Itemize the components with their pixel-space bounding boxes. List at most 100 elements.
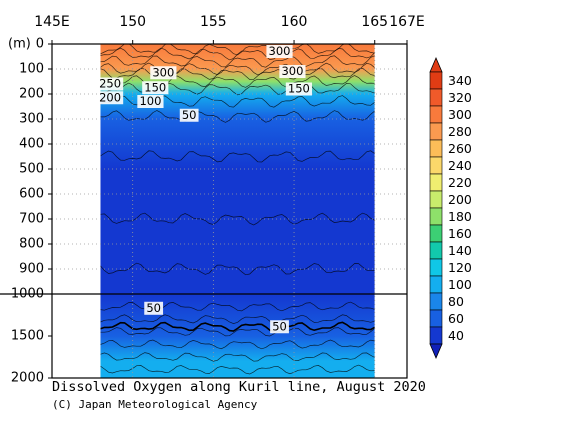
- chart-title: Dissolved Oxygen along Kuril line, Augus…: [52, 379, 426, 395]
- contour-line: [100, 327, 375, 337]
- colorbar-label: 220: [448, 175, 472, 190]
- axes: 145E 150 155 160 165 167E 0 100 200 300 400 500 600 7…: [0, 14, 425, 386]
- contour-line-50: [100, 321, 375, 332]
- contour-label-bg: [279, 65, 306, 78]
- contour-line: [100, 67, 375, 80]
- contour-line: [100, 339, 375, 350]
- x-tick-label: 160: [281, 14, 308, 30]
- contour-label-text: 300: [269, 44, 291, 58]
- contour-label: 150: [142, 80, 169, 95]
- colorbar-segment: [429, 207, 443, 226]
- contour-label-text: 50: [272, 319, 287, 333]
- contour-label-bg: [179, 108, 199, 122]
- y-tick-label: 500: [19, 162, 44, 177]
- contour-label-bg: [270, 320, 289, 334]
- contour-label-bg: [144, 301, 164, 315]
- contour-label: 150: [285, 82, 312, 96]
- y-tick-label: 400: [19, 137, 44, 152]
- colorbar-segment: [429, 275, 443, 294]
- colorbar-label: 240: [448, 158, 472, 173]
- y-tick-label: 1500: [11, 329, 44, 344]
- contour-label: 50: [270, 319, 289, 334]
- y-tick-label: 700: [19, 212, 44, 227]
- contour-label-bg: [285, 82, 312, 96]
- y-tick-label: 100: [19, 62, 44, 77]
- plot-frame: [51, 43, 408, 379]
- contour-line: [100, 150, 375, 163]
- colorbar: 340 320 300 280 260 240 220 200 180 160 140 120 100 8…: [429, 56, 472, 360]
- contour-label: 50: [144, 301, 164, 315]
- contour-label-bg: [96, 77, 124, 91]
- x-tick-label: 145E: [34, 14, 70, 30]
- colorbar-label: 320: [448, 90, 472, 105]
- colorbar-label: 100: [448, 277, 472, 292]
- colorbar-segment: [429, 326, 443, 345]
- contour-label-text: 100: [139, 94, 161, 108]
- colorbar-label: 260: [448, 141, 472, 156]
- contour-label-text: 250: [99, 77, 121, 91]
- colorbar-segment: [429, 156, 443, 175]
- y-tick-label: 800: [19, 237, 44, 252]
- contour-label-bg: [142, 81, 169, 95]
- colorbar-label: 60: [448, 311, 464, 326]
- colorbar-segment: [429, 190, 443, 209]
- colorbar-segment: [429, 241, 443, 260]
- y-tick-label: 0: [36, 37, 44, 52]
- lower-section: [100, 294, 375, 378]
- colorbar-segment: [429, 292, 443, 311]
- contour-line: [100, 47, 375, 61]
- colorbar-label: 180: [448, 209, 472, 224]
- contour-label-bg: [137, 95, 164, 108]
- y-tick-label: 300: [19, 112, 44, 127]
- contour-label-text: 300: [281, 64, 303, 78]
- colorbar-label: 280: [448, 124, 472, 139]
- y-tick-label: 1000: [11, 287, 44, 302]
- colorbar-segment: [429, 139, 443, 158]
- colorbar-segment: [429, 258, 443, 277]
- colorbar-segment: [429, 224, 443, 243]
- colorbar-label: 200: [448, 192, 472, 207]
- contour-line: [100, 44, 375, 56]
- contour-label-text: 150: [144, 80, 166, 94]
- contour-label: 200: [96, 90, 124, 105]
- chart-credit: (C) Japan Meteorological Agency: [52, 398, 258, 411]
- contour-label: 50: [179, 108, 199, 122]
- colorbar-segment: [429, 88, 443, 107]
- y-tick-label: 2000: [11, 371, 44, 386]
- colorbar-label: 140: [448, 243, 472, 258]
- contour-line: [100, 314, 375, 324]
- contour-line: [100, 55, 375, 68]
- contour-line: [100, 212, 375, 226]
- contour-line: [100, 364, 375, 375]
- contour-label-text: 50: [146, 301, 161, 315]
- y-tick-label: 200: [19, 87, 44, 102]
- contour-label-text: 300: [152, 65, 174, 79]
- y-axis-label: (m): [8, 37, 31, 52]
- colorbar-segment: [429, 71, 443, 90]
- colorbar-segment: [429, 309, 443, 328]
- colorbar-label: 340: [448, 73, 472, 88]
- contour-label: 300: [150, 65, 177, 80]
- colorbar-segment: [429, 122, 443, 141]
- contour-label-bg: [96, 91, 124, 105]
- x-tick-label: 155: [200, 14, 227, 30]
- colorbar-label: 160: [448, 226, 472, 241]
- contour-label-text: 150: [288, 82, 310, 96]
- contour-label: 300: [266, 44, 293, 58]
- contour-line: [100, 110, 375, 123]
- contour-label: 300: [279, 64, 306, 78]
- contour-line: [100, 62, 375, 76]
- contour-label-bg: [150, 66, 177, 80]
- x-tick-label: 165: [361, 14, 388, 30]
- colorbar-segment: [429, 105, 443, 124]
- colorbar-segment: [429, 173, 443, 192]
- colorbar-label: 40: [448, 328, 464, 343]
- colorbar-bottom-arrow: [429, 343, 443, 360]
- upper-section: [100, 44, 375, 294]
- contour-label: 100: [137, 94, 164, 108]
- colorbar-label: 80: [448, 294, 464, 309]
- contour-label-text: 200: [99, 90, 121, 104]
- y-tick-label: 600: [19, 187, 44, 202]
